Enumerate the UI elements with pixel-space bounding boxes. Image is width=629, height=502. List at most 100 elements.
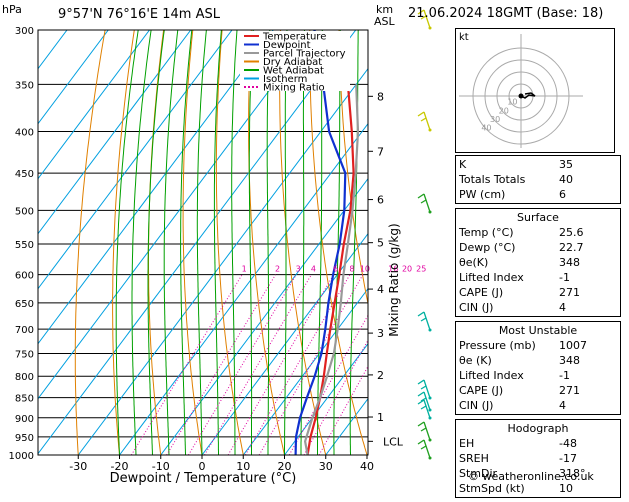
x-tick-label: 30	[319, 460, 333, 473]
mixing-ratio-label: 25	[416, 265, 426, 274]
unstable-label: Pressure (mb)	[459, 338, 536, 353]
legend-label: Mixing Ratio	[263, 83, 325, 94]
unstable-value: 1007	[559, 338, 617, 353]
mixing-ratio-label: 8	[349, 265, 354, 274]
surface-label: Temp (°C)	[459, 225, 514, 240]
surface-title: Surface	[459, 210, 617, 225]
surface-value: 271	[559, 285, 617, 300]
wet-adiabat	[181, 30, 192, 455]
wind-barb	[418, 422, 432, 442]
km-tick-label: 3	[377, 327, 384, 340]
top-value: 6	[559, 187, 617, 202]
surface-value: 25.6	[559, 225, 617, 240]
surface-value: 22.7	[559, 240, 617, 255]
hodo-value: 10	[559, 481, 617, 496]
surface-label: Dewp (°C)	[459, 240, 515, 255]
copyright: © weatheronline.co.uk	[468, 470, 594, 483]
dry-adiabat	[75, 30, 105, 455]
unstable-row: Pressure (mb) 1007	[459, 338, 617, 353]
hodo-label: EH	[459, 436, 474, 451]
pressure-tick-label: 400	[15, 128, 34, 139]
top-label: K	[459, 157, 466, 172]
most-unstable-block: Most Unstable Pressure (mb) 1007 θe (K) 348…	[455, 321, 621, 415]
surface-row: CAPE (J)271	[459, 285, 617, 300]
pressure-tick-label: 350	[15, 80, 34, 91]
surface-label: CIN (J)	[459, 300, 493, 315]
top-label: Totals Totals	[459, 172, 525, 187]
dry-adiabat	[149, 30, 164, 455]
surface-row: CIN (J) 4	[459, 300, 617, 315]
mixing-ratio-label: 1	[242, 265, 247, 274]
wet-adiabat	[285, 30, 288, 455]
location-title: 9°57'N 76°16'E 14m ASL	[58, 7, 221, 22]
pressure-tick-label: 600	[15, 271, 34, 282]
unstable-label: CAPE (J)	[459, 383, 503, 398]
unstable-label: Lifted Index	[459, 368, 524, 383]
hodo-row: SREH -17	[459, 451, 617, 466]
wet-adiabat	[267, 30, 270, 455]
hodograph-storm-marker	[519, 94, 524, 99]
pressure-tick-label: 1000	[9, 451, 34, 462]
unstable-label: θe (K)	[459, 353, 492, 368]
surface-label: Lifted Index	[459, 270, 524, 285]
datetime-title: 21.06.2024 18GMT (Base: 18)	[408, 6, 603, 21]
surface-row: Lifted Index -1	[459, 270, 617, 285]
pressure-tick-label: 550	[15, 240, 34, 251]
mixing-ratio-label: 20	[402, 265, 412, 274]
mixing-ratio-label: 2	[275, 265, 280, 274]
pressure-tick-label: 650	[15, 299, 34, 310]
wind-barb	[418, 112, 432, 132]
pressure-tick-label: 800	[15, 372, 34, 383]
km-tick-label: 7	[377, 145, 384, 158]
km-tick-label: 6	[377, 194, 384, 207]
wet-adiabat	[116, 30, 138, 455]
km-tick-label: 5	[377, 237, 384, 250]
x-tick-label: 40	[360, 460, 374, 473]
wind-barb	[418, 194, 432, 214]
asl-label: ASL	[374, 15, 396, 28]
unstable-row: Lifted Index-1	[459, 368, 617, 383]
hodo-row: EH -48	[459, 436, 617, 451]
km-tick-label: 1	[377, 411, 384, 424]
km-tick-label: 8	[377, 90, 384, 103]
wind-barb	[418, 380, 432, 400]
isotherm-line	[37, 30, 356, 455]
hodo-value: -48	[559, 436, 617, 451]
pressure-tick-label: 900	[15, 414, 34, 425]
x-tick-label: -30	[69, 460, 87, 473]
top-value: 35	[559, 157, 617, 172]
surface-value: 4	[559, 300, 617, 315]
surface-value: -1	[559, 270, 617, 285]
pressure-tick-label: 500	[15, 206, 34, 217]
wet-adiabat	[164, 30, 178, 455]
hodo-value: -17	[559, 451, 617, 466]
hodograph-ring-label: 40	[481, 124, 491, 133]
mixing-ratio-label: 3	[296, 265, 301, 274]
surface-row: Temp (°C) 25.6	[459, 225, 617, 240]
most-unstable-title: Most Unstable	[459, 323, 617, 338]
dry-adiabat	[216, 30, 243, 455]
pressure-tick-label: 450	[15, 169, 34, 180]
hodograph-title: Hodograph	[459, 421, 617, 436]
wind-barb	[418, 440, 432, 460]
lcl-label: LCL	[383, 435, 404, 448]
km-tick-label: 4	[377, 283, 384, 296]
pressure-tick-label: 300	[15, 26, 34, 37]
hodo-label: SREH	[459, 451, 489, 466]
mixing-ratio-label: 6	[333, 265, 338, 274]
top-row: PW (cm)6	[459, 187, 617, 202]
unstable-row: θe (K) 348	[459, 353, 617, 368]
pressure-tick-label: 850	[15, 394, 34, 405]
surface-row: Dewp (°C) 22.7	[459, 240, 617, 255]
mixing-ratio-line	[188, 275, 296, 455]
pressure-tick-label: 950	[15, 433, 34, 444]
hpa-label: hPa	[2, 3, 22, 16]
unstable-value: 348	[559, 353, 617, 368]
mixing-ratio-axis-title: Mixing Ratio (g/kg)	[387, 223, 401, 336]
